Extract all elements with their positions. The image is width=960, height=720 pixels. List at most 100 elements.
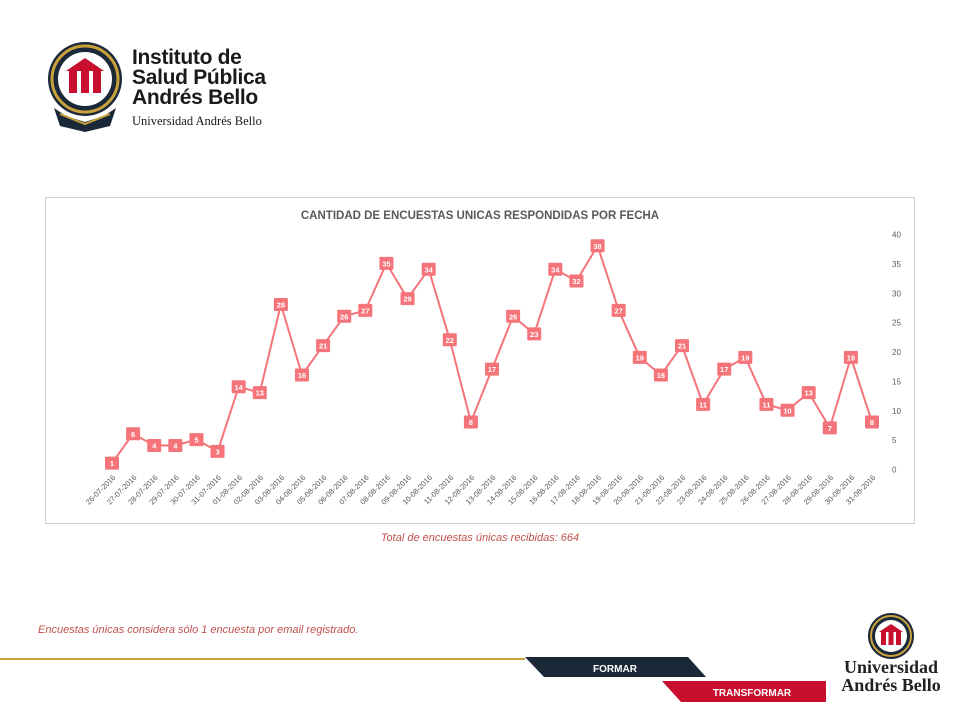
footnote: Encuestas únicas considera sólo 1 encues… [38, 624, 359, 636]
university-emblem-icon [868, 613, 914, 659]
data-point-marker [358, 303, 373, 317]
data-point-marker [548, 262, 563, 276]
data-point-marker [421, 262, 436, 276]
data-point-marker [273, 298, 288, 311]
y-tick-label: 0 [892, 466, 897, 475]
data-point-marker [252, 386, 267, 400]
data-label: 22 [446, 336, 454, 345]
data-label: 13 [256, 389, 264, 398]
y-tick-label: 25 [892, 319, 901, 328]
data-label: 27 [361, 306, 369, 315]
data-label: 4 [152, 442, 157, 451]
data-label: 11 [762, 400, 770, 409]
data-point-marker [632, 350, 647, 364]
data-point-marker [822, 421, 837, 435]
data-label: 32 [572, 277, 580, 286]
data-point-marker [780, 403, 795, 417]
data-label: 14 [234, 383, 243, 392]
data-label: 34 [551, 265, 560, 274]
data-point-marker [653, 368, 668, 382]
data-label: 4 [173, 442, 178, 451]
data-label: 19 [741, 353, 749, 362]
data-point-marker [527, 327, 542, 341]
data-label: 27 [614, 306, 622, 315]
data-label: 26 [509, 312, 517, 321]
data-label: 16 [298, 371, 306, 380]
data-label: 35 [382, 259, 390, 268]
data-point-marker [442, 333, 457, 347]
data-point-marker [379, 256, 394, 270]
data-point-marker [696, 397, 711, 411]
data-point-marker [463, 415, 478, 429]
data-label: 34 [424, 265, 433, 274]
y-tick-label: 15 [892, 377, 901, 386]
data-label: 38 [593, 242, 601, 251]
data-label: 1 [110, 459, 114, 468]
university-wordmark: Universidad Andrés Bello [836, 658, 946, 694]
logo-subtitle: Universidad Andrés Bello [132, 114, 262, 128]
data-label: 6 [131, 430, 135, 439]
data-label: 23 [530, 330, 538, 339]
data-label: 16 [657, 371, 665, 380]
data-point-marker [231, 380, 246, 394]
data-label: 3 [215, 447, 219, 456]
data-point-marker [126, 427, 141, 441]
data-label: 21 [319, 342, 327, 351]
data-point-marker [189, 433, 204, 447]
institute-logo: Instituto de Salud Pública Andrés Bello … [44, 38, 284, 134]
formar-label: FORMAR [593, 664, 638, 675]
y-tick-label: 5 [892, 436, 897, 445]
data-point-marker [801, 386, 816, 400]
y-tick-label: 30 [892, 289, 901, 298]
data-label: 13 [804, 389, 812, 398]
data-point-marker [759, 397, 774, 411]
footer-gold-line [0, 658, 525, 660]
data-label: 19 [847, 353, 855, 362]
data-label: 5 [194, 436, 198, 445]
data-point-marker [569, 274, 584, 288]
logo-line-3: Andrés Bello [132, 86, 258, 109]
institute-name: Instituto de Salud Pública Andrés Bello … [132, 46, 266, 129]
data-point-marker [675, 339, 689, 353]
data-point-marker [147, 439, 162, 452]
data-point-marker [295, 368, 309, 382]
y-tick-label: 20 [892, 348, 901, 357]
data-point-marker [506, 309, 521, 323]
data-label: 8 [469, 418, 473, 427]
university-logo: Universidad Andrés Bello [836, 612, 956, 712]
logo-line-2: Salud Pública [132, 66, 266, 89]
data-point-marker [400, 292, 415, 306]
data-label: 26 [340, 312, 348, 321]
chart-title: CANTIDAD DE ENCUESTAS UNICAS RESPONDIDAS… [300, 210, 660, 222]
transformar-band [662, 681, 826, 702]
data-point-marker [168, 439, 183, 452]
data-label: 10 [783, 406, 791, 415]
data-label: 17 [488, 365, 496, 374]
series-line [111, 244, 873, 464]
data-point-marker [843, 350, 858, 364]
transformar-label: TRANSFORMAR [713, 688, 792, 699]
data-point-marker [611, 303, 626, 317]
total-responses: Total de encuestas únicas recibidas: 664 [380, 532, 580, 544]
data-label: 17 [720, 365, 728, 374]
data-label: 29 [403, 295, 411, 304]
data-label: 28 [277, 301, 285, 310]
data-point-marker [717, 362, 732, 376]
data-point-marker [210, 444, 225, 458]
y-tick-label: 10 [892, 407, 901, 416]
data-point-marker [865, 415, 879, 429]
data-label: 7 [828, 424, 832, 433]
data-label: 21 [678, 342, 686, 351]
data-point-marker [105, 456, 119, 470]
data-label: 19 [636, 353, 644, 362]
y-tick-label: 40 [892, 231, 901, 240]
line-chart: 051015202530354026-07-201627-07-201628-0… [84, 231, 902, 507]
university-line-2: Andrés Bello [841, 675, 941, 695]
data-point-marker [590, 239, 605, 253]
logo-line-1: Instituto de [132, 46, 242, 69]
data-point-marker [316, 339, 331, 353]
data-label: 11 [699, 400, 707, 409]
data-point-marker [485, 362, 499, 376]
data-point-marker [337, 309, 352, 323]
data-label: 8 [870, 418, 874, 427]
